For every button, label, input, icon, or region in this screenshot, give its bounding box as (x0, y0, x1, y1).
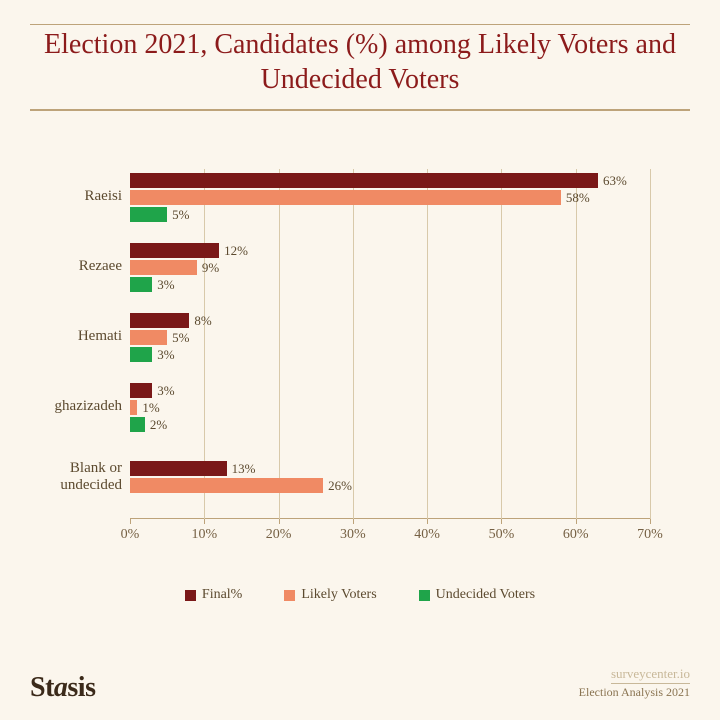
x-tick-mark (576, 519, 577, 524)
plot-area: Raeisi63%58%5%Rezaee12%9%3%Hemati8%5%3%g… (130, 169, 650, 519)
category-label: Raeisi (30, 169, 122, 225)
bar-value-label: 26% (328, 478, 352, 493)
brand-logo: Stasis (30, 672, 95, 703)
footer: Stasis surveycenter.io Election Analysis… (30, 672, 690, 704)
bar: 1% (130, 400, 137, 415)
chart-title: Election 2021, Candidates (%) among Like… (30, 27, 690, 109)
category-label: Hemati (30, 309, 122, 365)
bar: 26% (130, 478, 323, 493)
bar-group: Rezaee12%9%3% (130, 239, 650, 295)
bar-value-label: 13% (232, 461, 256, 476)
x-tick-mark (427, 519, 428, 524)
bar-value-label: 3% (157, 277, 174, 292)
x-tick-label: 20% (266, 527, 292, 543)
legend-swatch (419, 590, 430, 601)
category-label: Rezaee (30, 239, 122, 295)
legend-swatch (185, 590, 196, 601)
x-tick-mark (204, 519, 205, 524)
x-tick-mark (353, 519, 354, 524)
x-tick-label: 10% (191, 527, 217, 543)
bar-group: Blank or undecided13%26% (130, 449, 650, 505)
bar-value-label: 8% (194, 313, 211, 328)
bar-value-label: 12% (224, 243, 248, 258)
legend-label: Final% (202, 587, 242, 603)
legend-item: Likely Voters (284, 587, 376, 603)
bar-group: Hemati8%5%3% (130, 309, 650, 365)
x-tick-label: 70% (637, 527, 663, 543)
category-label: Blank or undecided (30, 449, 122, 505)
bar-group: ghazizadeh3%1%2% (130, 379, 650, 435)
rule-top (30, 24, 690, 25)
bar-value-label: 1% (142, 400, 159, 415)
bar: 3% (130, 277, 152, 292)
source-link: surveycenter.io (611, 666, 690, 684)
legend: Final% Likely Voters Undecided Voters (30, 587, 690, 603)
legend-swatch (284, 590, 295, 601)
x-tick-label: 30% (340, 527, 366, 543)
bar-value-label: 9% (202, 260, 219, 275)
bar-value-label: 63% (603, 173, 627, 188)
bar: 2% (130, 417, 145, 432)
x-tick-mark (130, 519, 131, 524)
legend-label: Likely Voters (301, 587, 376, 603)
bar: 5% (130, 207, 167, 222)
category-label: ghazizadeh (30, 379, 122, 435)
legend-item: Final% (185, 587, 242, 603)
bar: 9% (130, 260, 197, 275)
footer-subtitle: Election Analysis 2021 (579, 685, 690, 700)
x-tick-label: 40% (414, 527, 440, 543)
footer-right: surveycenter.io Election Analysis 2021 (579, 665, 690, 700)
bar: 5% (130, 330, 167, 345)
x-tick-mark (650, 519, 651, 524)
x-tick-label: 0% (121, 527, 140, 543)
bar-value-label: 3% (157, 383, 174, 398)
legend-item: Undecided Voters (419, 587, 535, 603)
x-tick-mark (501, 519, 502, 524)
bar: 3% (130, 383, 152, 398)
bar-group: Raeisi63%58%5% (130, 169, 650, 225)
bar: 8% (130, 313, 189, 328)
bar: 12% (130, 243, 219, 258)
legend-label: Undecided Voters (436, 587, 535, 603)
bar: 58% (130, 190, 561, 205)
gridline (650, 169, 651, 519)
bar: 3% (130, 347, 152, 362)
bar-value-label: 5% (172, 330, 189, 345)
rule-bottom (30, 109, 690, 111)
bar-value-label: 5% (172, 207, 189, 222)
bar: 13% (130, 461, 227, 476)
bar-value-label: 3% (157, 347, 174, 362)
bar-value-label: 2% (150, 417, 167, 432)
x-tick-label: 50% (489, 527, 515, 543)
bar: 63% (130, 173, 598, 188)
x-tick-mark (279, 519, 280, 524)
x-axis: 0%10%20%30%40%50%60%70% (130, 519, 650, 561)
chart: Raeisi 63% 58% 5% Rezaee 12% 9% 3% Hemati 8% 5% 3% g… (30, 169, 690, 561)
x-tick-label: 60% (563, 527, 589, 543)
bar-value-label: 58% (566, 190, 590, 205)
